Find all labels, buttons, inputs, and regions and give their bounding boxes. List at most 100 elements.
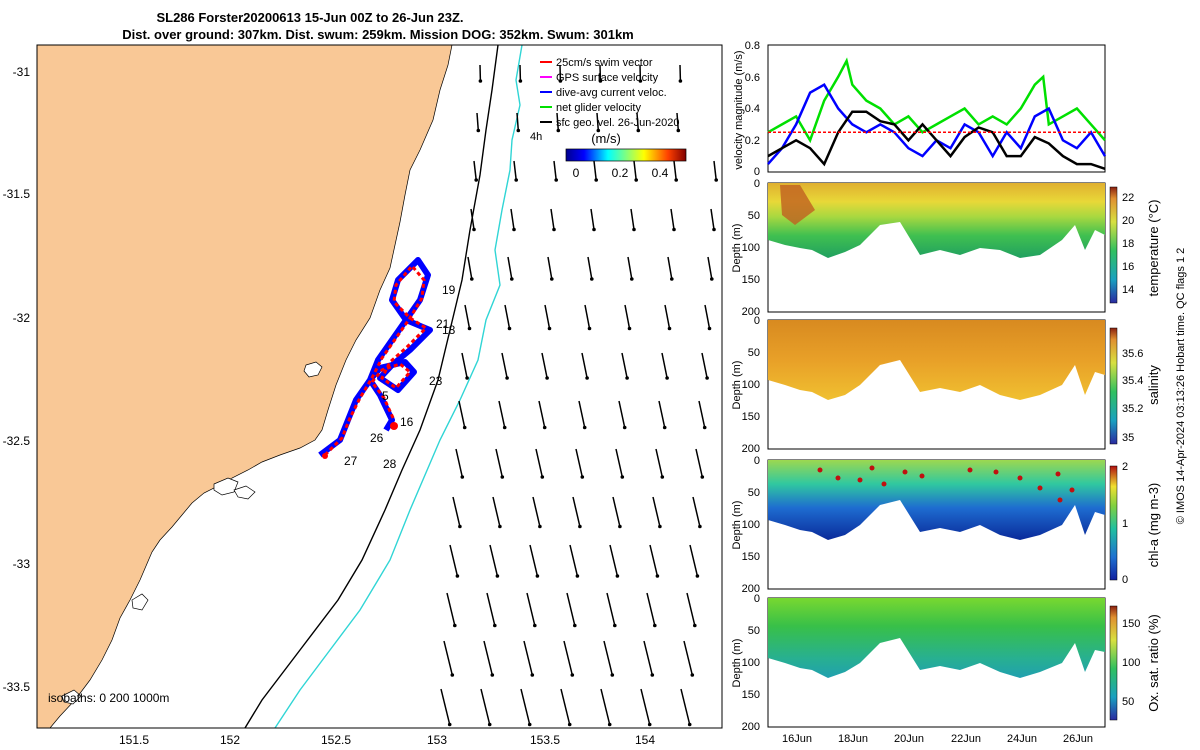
salinity-clabel: salinity — [1146, 365, 1161, 405]
salinity-field — [768, 320, 1105, 400]
velocity-vector-head — [585, 376, 589, 380]
figure-title-line2: Dist. over ground: 307km. Dist. swum: 25… — [122, 27, 634, 42]
velocity-vector-head — [582, 425, 587, 430]
velocity-vector-head — [472, 227, 476, 232]
temperature-field — [768, 183, 1105, 258]
velocity-vector-head — [514, 178, 518, 182]
velocity-vector-head — [547, 326, 552, 331]
velocity-series-line — [767, 110, 1106, 170]
velocity-vector-head — [462, 425, 467, 430]
velocity-vector-head — [510, 277, 514, 281]
map-legend: 25cm/s swim vector GPS surface velocity … — [530, 57, 687, 180]
velocity-axes — [767, 44, 1106, 173]
velocity-ytick: 0.2 — [745, 135, 760, 147]
depth-tick: 0 — [754, 593, 760, 605]
velocity-vector — [501, 352, 508, 379]
glider-track-red — [323, 263, 429, 457]
colorbar-title: (m/s) — [591, 131, 621, 146]
map-islands — [61, 361, 323, 705]
lon-tick-label: 153 — [427, 733, 447, 747]
velocity-vector-head — [687, 722, 692, 727]
velocity-vector — [566, 592, 576, 626]
velocity-vector — [661, 352, 668, 379]
depth-tick: 100 — [742, 519, 760, 531]
chlorophyll-max-dot — [967, 467, 973, 473]
velocity-vector — [535, 448, 544, 478]
velocity-vector-head — [495, 574, 500, 578]
velocity-vector — [636, 112, 640, 131]
velocity-vector — [495, 448, 504, 478]
velocity-vector-head — [636, 128, 641, 133]
velocity-vector-head — [613, 623, 617, 628]
velocity-vector-head — [610, 673, 615, 677]
colorbar-tick: 18 — [1122, 238, 1134, 250]
colorbar-tick: 0 — [1122, 574, 1128, 586]
velocity-vector-head — [470, 277, 474, 281]
velocity-vector-head — [618, 524, 622, 529]
lon-tick-label: 154 — [635, 733, 655, 747]
depth-tick: 50 — [748, 210, 760, 222]
velocity-vector-head — [487, 722, 492, 727]
velocity-panel: 0 0.2 0.4 0.6 0.8 velocity magnitude (m/… — [733, 40, 1107, 178]
velocity-vector-head — [653, 623, 657, 628]
date-tick: 26Jun — [1063, 733, 1093, 745]
velocity-vector-head — [674, 178, 678, 182]
velocity-vector — [652, 496, 661, 527]
chlorophyll-max-dot — [1017, 475, 1023, 481]
time-axis: 16Jun 18Jun 20Jun 22Jun 24Jun 26Jun — [782, 733, 1093, 745]
chlorophyll-max-dot — [857, 477, 863, 483]
velocity-vector-head — [620, 475, 625, 479]
velocity-vector — [627, 256, 633, 280]
day-label: 18 — [442, 323, 456, 337]
velocity-vector — [476, 112, 480, 131]
velocity-vector-head — [542, 425, 547, 430]
chlorophyll-max-dot — [1057, 497, 1063, 503]
day-label: 27 — [344, 454, 358, 468]
velocity-vector — [615, 448, 624, 478]
velocity-vector — [572, 496, 581, 527]
colorbar-tick: 16 — [1122, 261, 1134, 273]
velocity-vector — [587, 256, 593, 280]
velocity-vector-head — [658, 524, 662, 529]
velocity-vector — [526, 592, 536, 626]
velocity-ytick: 0 — [754, 166, 760, 178]
velocity-vector — [473, 160, 477, 181]
chlorophyll-max-dot — [902, 469, 908, 475]
map-frame — [36, 44, 723, 729]
isobath-200m — [274, 44, 523, 729]
colorbar-tick: 20 — [1122, 215, 1134, 227]
colorbar-tick: 2 — [1122, 461, 1128, 473]
velocity-vector — [612, 496, 621, 527]
velocity-vector-head — [655, 574, 660, 578]
isobath-1000m — [244, 44, 499, 729]
velocity-vector-head — [498, 524, 502, 529]
velocity-vector — [640, 688, 651, 725]
salinity-colorbar — [1109, 327, 1118, 445]
velocity-vector — [655, 448, 664, 478]
depth-tick: 50 — [748, 487, 760, 499]
velocity-vector-head — [592, 227, 596, 232]
day-label: 5 — [382, 389, 389, 403]
velocity-vector — [461, 352, 468, 379]
velocity-vector-head — [712, 227, 716, 232]
colorbar-tick: 50 — [1122, 696, 1134, 708]
velocity-vector — [667, 256, 673, 280]
lon-tick-label: 152 — [220, 733, 240, 747]
day-label: 26 — [370, 431, 384, 445]
velocity-vector-head — [535, 574, 540, 578]
velocity-vector-head — [695, 574, 700, 578]
velocity-vector — [710, 208, 715, 230]
velocity-vector — [452, 496, 461, 527]
velocity-vector — [624, 304, 631, 329]
colorbar-tick: 35 — [1122, 432, 1134, 444]
date-tick: 24Jun — [1007, 733, 1037, 745]
velocity-vector-head — [455, 574, 460, 578]
velocity-vector — [486, 592, 496, 626]
velocity-vector-head — [622, 425, 627, 430]
depth-ylabel: Depth (m) — [731, 224, 743, 273]
velocity-vector-head — [476, 128, 481, 133]
temperature-panel: 0 50 100 150 200 Depth (m) 14 16 18 20 2… — [731, 178, 1161, 318]
velocity-vector — [630, 208, 635, 230]
velocity-vector — [670, 208, 675, 230]
velocity-vector-head — [632, 227, 636, 232]
